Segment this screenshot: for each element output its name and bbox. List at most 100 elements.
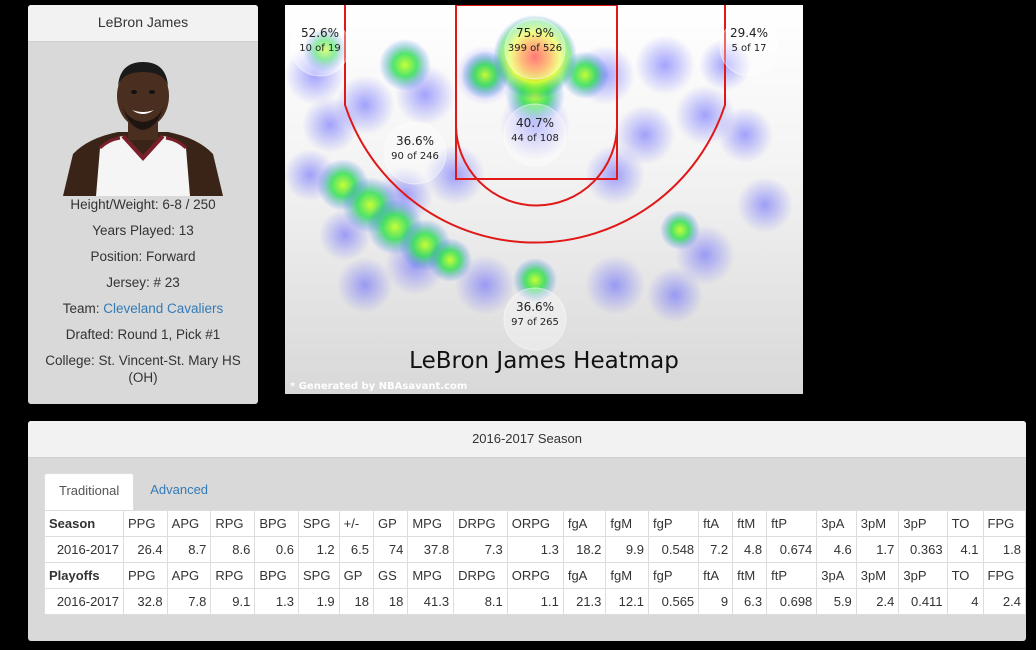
data-cell: 1.8 <box>982 536 1026 563</box>
data-cell: 18.2 <box>562 536 607 563</box>
data-cell: 1.2 <box>297 536 340 563</box>
data-cell: 4 <box>946 588 984 615</box>
drafted: Drafted: Round 1, Pick #1 <box>65 327 221 342</box>
header-cell: DRPG <box>453 562 508 589</box>
header-cell: fgM <box>605 562 649 589</box>
header-cell: MPG <box>407 510 455 537</box>
zone-left-corner: 52.6% 10 of 19 <box>299 26 341 54</box>
header-cell: TO <box>946 510 984 537</box>
header-cell: fgP <box>647 510 700 537</box>
data-cell: 8.1 <box>453 588 508 615</box>
header-cell: ftM <box>732 510 768 537</box>
tab-advanced[interactable]: Advanced <box>150 482 209 497</box>
header-cell: ftM <box>732 562 768 589</box>
season-title: 2016-2017 Season <box>28 421 1026 458</box>
team-link[interactable]: Cleveland Cavaliers <box>103 301 224 316</box>
header-cell: 3pP <box>898 562 948 589</box>
header-cell: fgA <box>562 510 607 537</box>
header-cell: GS <box>372 562 409 589</box>
data-cell: 1.1 <box>506 588 564 615</box>
data-cell: 21.3 <box>562 588 607 615</box>
header-cell: SPG <box>297 510 340 537</box>
team: Team: Cleveland Cavaliers <box>28 300 258 317</box>
data-cell: 1.3 <box>254 588 299 615</box>
header-cell: fgA <box>562 562 607 589</box>
header-cell: 3pA <box>816 510 857 537</box>
data-cell: 9 <box>698 588 734 615</box>
header-cell: ftA <box>698 562 734 589</box>
header-cell: MPG <box>407 562 455 589</box>
header-cell: DRPG <box>453 510 508 537</box>
data-cell: 8.6 <box>210 536 256 563</box>
season-header-row: Season PPG APG RPG BPG SPG +/- GP MPG DRPG ORPG fgA… <box>44 510 1026 537</box>
header-cell: PPG <box>123 510 168 537</box>
data-cell: 2016-2017 <box>44 588 124 615</box>
heatmap-graphic <box>285 5 793 351</box>
header-cell: Playoffs <box>44 562 124 589</box>
header-cell: APG <box>166 510 212 537</box>
data-cell: 2016-2017 <box>44 536 124 563</box>
heatmap-title: LeBron James Heatmap <box>409 348 679 374</box>
header-cell: BPG <box>254 562 299 589</box>
header-cell: FPG <box>982 562 1026 589</box>
data-cell: 32.8 <box>123 588 168 615</box>
player-photo <box>48 46 238 196</box>
header-cell: ftP <box>766 510 818 537</box>
header-cell: ORPG <box>506 562 564 589</box>
header-cell: ftA <box>698 510 734 537</box>
data-cell: 9.9 <box>605 536 649 563</box>
player-card: LeBron James Height/Weight: 6-8 / 250 Ye… <box>28 5 258 404</box>
data-cell: 1.7 <box>855 536 900 563</box>
header-cell: FPG <box>982 510 1026 537</box>
data-cell: 0.6 <box>254 536 299 563</box>
data-cell: 74 <box>372 536 409 563</box>
data-cell: 37.8 <box>407 536 455 563</box>
data-cell: 0.363 <box>898 536 948 563</box>
data-cell: 0.411 <box>898 588 948 615</box>
data-cell: 7.8 <box>166 588 212 615</box>
playoff-header-row: Playoffs PPG APG RPG BPG SPG GP GS MPG DRPG ORPG fg… <box>44 562 1026 589</box>
data-cell: 9.1 <box>210 588 256 615</box>
header-cell: ftP <box>766 562 818 589</box>
header-cell: APG <box>166 562 212 589</box>
data-cell: 0.548 <box>647 536 700 563</box>
data-cell: 0.698 <box>766 588 818 615</box>
years-played: Years Played: 13 <box>92 223 194 238</box>
season-data-row: 2016-2017 26.4 8.7 8.6 0.6 1.2 6.5 74 37.8 7.3 1.3… <box>44 536 1026 563</box>
data-cell: 18 <box>338 588 375 615</box>
data-cell: 2.4 <box>982 588 1026 615</box>
header-cell: TO <box>946 562 984 589</box>
team-label: Team: <box>62 301 104 316</box>
data-cell: 8.7 <box>166 536 212 563</box>
data-cell: 6.3 <box>732 588 768 615</box>
header-cell: +/- <box>338 510 375 537</box>
zone-right-corner: 29.4% 5 of 17 <box>729 26 769 54</box>
stats-table: Season PPG APG RPG BPG SPG +/- GP MPG DRPG ORPG fgA… <box>44 510 1026 615</box>
shot-heatmap: 52.6% 10 of 19 75.9% 399 of 526 29.4% 5 of … <box>285 5 803 394</box>
data-cell: 12.1 <box>605 588 649 615</box>
zone-restricted-area: 75.9% 399 of 526 <box>507 26 563 54</box>
header-cell: fgP <box>647 562 700 589</box>
header-cell: RPG <box>210 562 256 589</box>
data-cell: 5.9 <box>816 588 857 615</box>
header-cell: PPG <box>123 562 168 589</box>
data-cell: 7.2 <box>698 536 734 563</box>
tab-traditional[interactable]: Traditional <box>44 473 135 511</box>
playoff-data-row: 2016-2017 32.8 7.8 9.1 1.3 1.9 18 18 41.3 8.1 1.1 2… <box>44 588 1026 615</box>
season-stats-panel: 2016-2017 Season Traditional Advanced Sea… <box>28 421 1026 641</box>
header-cell: fgM <box>605 510 649 537</box>
header-cell: RPG <box>210 510 256 537</box>
data-cell: 2.4 <box>855 588 900 615</box>
header-cell: BPG <box>254 510 299 537</box>
jersey: Jersey: # 23 <box>106 275 180 290</box>
data-cell: 41.3 <box>407 588 455 615</box>
header-cell: 3pA <box>816 562 857 589</box>
data-cell: 6.5 <box>338 536 375 563</box>
college: College: St. Vincent-St. Mary HS (OH) <box>45 353 241 385</box>
zone-left-midrange: 36.6% 90 of 246 <box>391 134 439 162</box>
zone-top-three: 36.6% 97 of 265 <box>511 300 559 328</box>
header-cell: SPG <box>297 562 340 589</box>
data-cell: 1.9 <box>297 588 340 615</box>
heatmap-credit: * Generated by NBAsavant.com <box>290 381 468 392</box>
header-cell: ORPG <box>506 510 564 537</box>
